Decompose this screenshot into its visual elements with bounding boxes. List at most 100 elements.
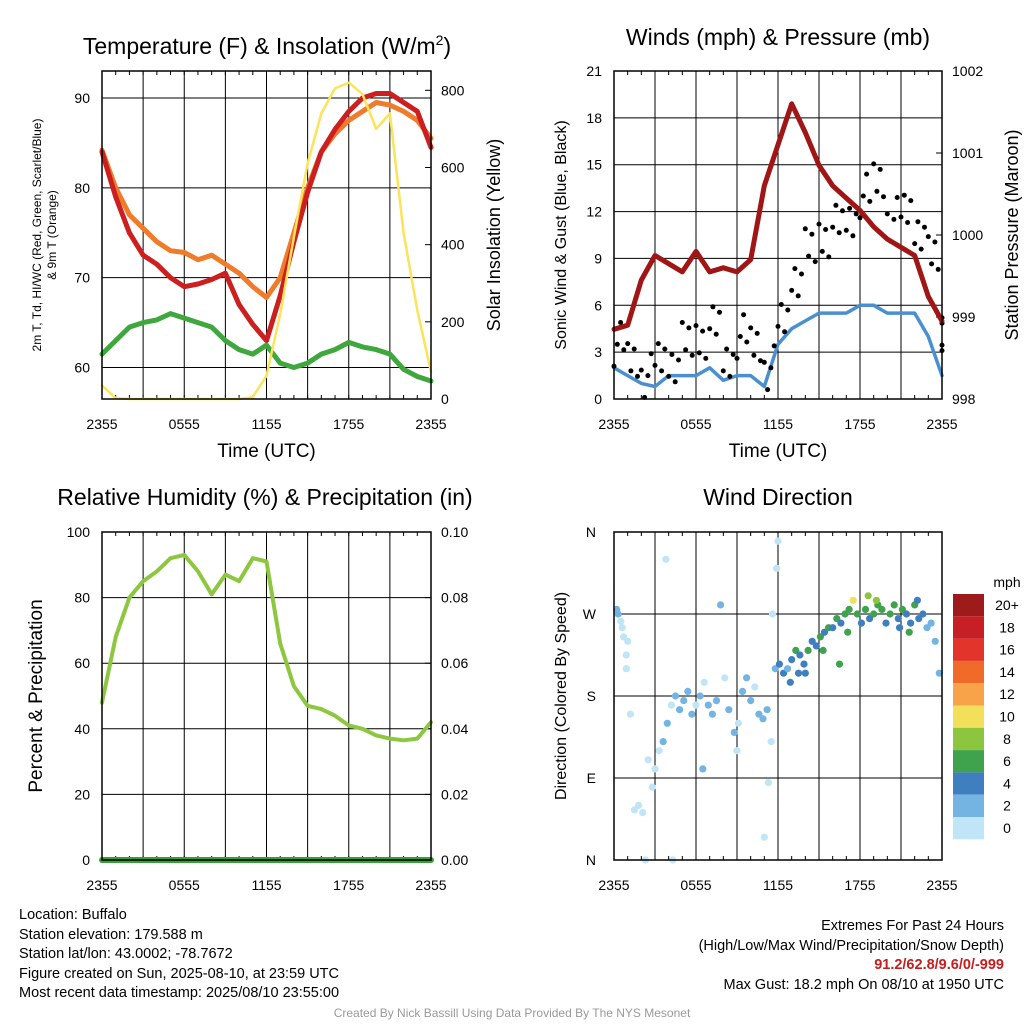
winds-gust-point: [918, 246, 924, 252]
winds-gust-point: [867, 198, 873, 204]
extremes-subheading: (High/Low/Max Wind/Precipitation/Snow De…: [698, 937, 1004, 954]
direction-direction-point: [676, 706, 684, 714]
winds-gust-point: [785, 307, 791, 313]
direction-direction-point: [923, 624, 931, 632]
winds-gust-point: [669, 352, 675, 357]
winds-gust-point: [843, 227, 849, 233]
direction-direction-point: [730, 728, 738, 737]
humidity-y2tick-label: 0.10: [441, 524, 468, 540]
winds-xtick-label: 2355: [598, 416, 629, 432]
winds-gust-point: [631, 346, 637, 352]
winds-gust-point: [679, 320, 685, 325]
winds-gust-point: [693, 323, 699, 329]
winds-series-pressure: [611, 101, 945, 332]
winds-title: Winds (mph) & Pressure (mb): [626, 24, 930, 50]
direction-direction-point: [882, 619, 890, 627]
humidity-ytick-label: 60: [74, 655, 90, 671]
direction-legend-label: 6: [1003, 753, 1011, 769]
direction-legend-swatch: [953, 705, 984, 728]
direction-direction-point: [771, 665, 779, 673]
humidity-ytick-label: 80: [74, 590, 90, 606]
humidity-series-rh: [100, 553, 433, 743]
latlon-text: Station lat/lon: 43.0002; -78.7672: [19, 946, 233, 962]
credit-text: Created By Nick Bassill Using Data Provi…: [333, 1006, 691, 1020]
direction-xtick-label: 2355: [926, 877, 957, 893]
winds-y2tick-label: 1001: [952, 145, 983, 161]
direction-legend-title: mph: [993, 574, 1020, 590]
winds-gust-point: [768, 365, 774, 371]
direction-direction-point: [630, 806, 639, 814]
winds-xtick-label: 1755: [844, 416, 875, 432]
winds-gust-point: [847, 205, 853, 211]
humidity-y2tick-label: 0.04: [441, 721, 468, 737]
direction-direction-point: [774, 537, 782, 545]
winds-gust-point: [795, 293, 801, 299]
direction-direction-point: [857, 619, 866, 627]
direction-direction-point: [890, 601, 898, 609]
winds-gust-point: [935, 266, 941, 272]
winds-ytick-label: 9: [594, 250, 602, 266]
winds-gust-point: [628, 368, 634, 374]
max-gust-text: Max Gust: 18.2 mph On 08/10 at 1950 UTC: [723, 976, 1004, 993]
direction-direction-point: [618, 624, 626, 632]
winds-gust-point: [789, 287, 795, 293]
temperature-ytick-label: 90: [74, 90, 90, 106]
direction-direction-point: [755, 710, 763, 718]
winds-gust-point: [833, 202, 839, 208]
winds-ytick-label: 15: [586, 157, 602, 173]
temperature-xlabel: Time (UTC): [217, 441, 316, 462]
winds-gust-point: [826, 254, 832, 260]
winds-xtick-label: 2355: [926, 416, 957, 432]
winds-gust-point: [635, 373, 640, 379]
direction-ytick-label: N: [586, 524, 596, 540]
winds-ytick-label: 3: [594, 344, 602, 360]
direction-direction-point: [708, 710, 717, 718]
winds-gust-point: [648, 351, 654, 357]
winds-gust-point: [761, 359, 767, 365]
humidity-ytick-label: 20: [74, 786, 90, 802]
winds-ytick-label: 12: [586, 204, 602, 220]
winds-gust-point: [748, 325, 754, 331]
winds-gust-point: [806, 253, 812, 259]
direction-direction-point: [927, 619, 935, 627]
direction-direction-point: [759, 715, 767, 723]
winds-ylabel: Sonic Wind & Gust (Blue, Black): [553, 120, 570, 349]
direction-direction-point: [788, 656, 796, 664]
direction-direction-point: [743, 674, 751, 682]
direction-direction-point: [853, 610, 861, 618]
direction-direction-point: [747, 697, 755, 705]
winds-gust-point: [816, 221, 822, 227]
winds-gust-point: [710, 304, 716, 310]
winds-gust-point: [901, 192, 907, 198]
direction-xtick-label: 1755: [844, 877, 875, 893]
winds-gust-point: [823, 227, 829, 232]
humidity-plot-border: [101, 531, 432, 861]
direction-legend-swatch: [953, 772, 984, 795]
direction-direction-point: [662, 555, 670, 563]
winds-gust-point: [724, 346, 730, 352]
direction-legend-swatch: [953, 660, 984, 684]
temperature-y2tick-label: 400: [441, 237, 465, 253]
direction-title: Wind Direction: [703, 484, 853, 510]
direction-direction-point: [896, 624, 904, 632]
direction-direction-point: [659, 738, 667, 746]
timestamp-text: Most recent data timestamp: 2025/08/10 2…: [19, 985, 340, 1001]
direction-direction-point: [768, 610, 777, 618]
winds-ytick-label: 21: [586, 63, 602, 79]
humidity-y2tick-label: 0.08: [441, 590, 468, 606]
humidity-title: Relative Humidity (%) & Precipitation (i…: [57, 484, 472, 510]
direction-direction-point: [801, 669, 809, 677]
winds-gust-point: [932, 239, 938, 245]
direction-direction-point: [913, 596, 922, 604]
winds-y2tick-label: 999: [952, 309, 976, 325]
direction-legend-label: 18: [999, 619, 1015, 635]
direction-legend-label: 14: [999, 664, 1015, 680]
direction-direction-point: [644, 756, 652, 764]
created-text: Figure created on Sun, 2025-08-10, at 23…: [19, 965, 339, 982]
winds-gust-point: [884, 211, 890, 217]
direction-legend-label: 12: [999, 686, 1015, 702]
winds-gust-point: [645, 373, 651, 379]
direction-direction-point: [792, 646, 800, 655]
direction-direction-point: [767, 738, 775, 746]
direction-direction-point: [894, 615, 902, 623]
